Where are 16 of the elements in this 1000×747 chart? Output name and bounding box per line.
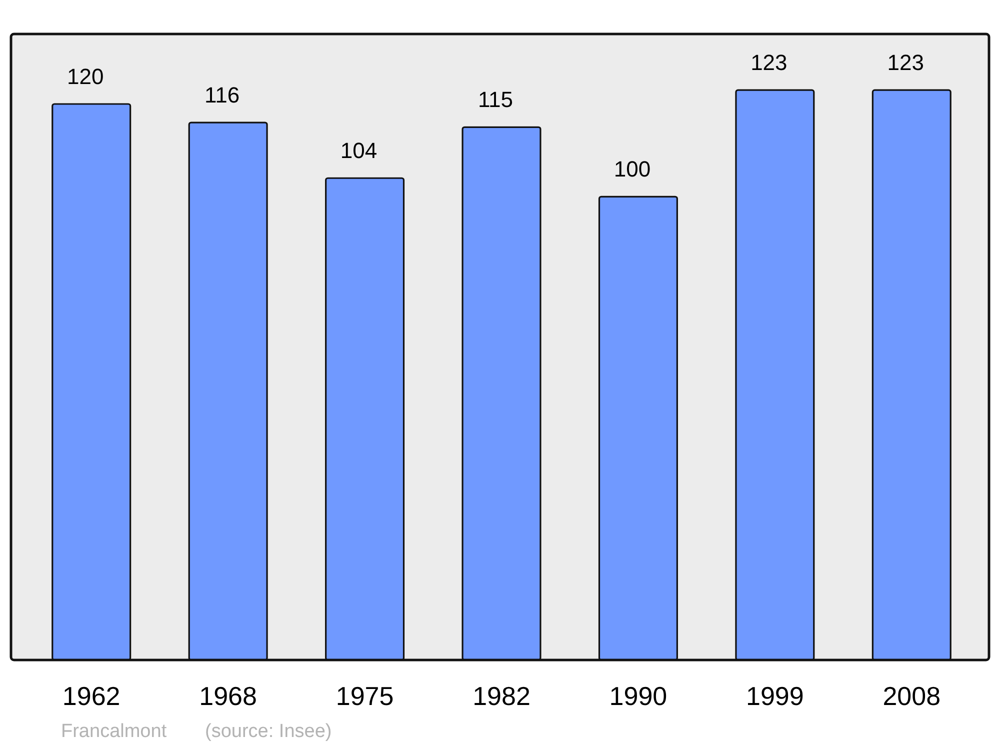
data-label: 123 (750, 50, 788, 76)
x-tick-label: 1962 (62, 681, 120, 711)
x-tick-label: 1990 (609, 681, 668, 711)
data-label: 116 (204, 82, 240, 108)
x-tick-label: 1975 (336, 681, 394, 711)
x-tick-label: 1982 (472, 681, 530, 711)
data-label: 123 (887, 50, 924, 76)
data-label: 100 (614, 156, 651, 182)
data-label: 120 (67, 64, 104, 89)
x-tick-label: 2008 (882, 681, 941, 711)
text: (source: Insee) (205, 721, 332, 742)
x-tick-label: 1999 (746, 681, 804, 711)
data-label: 104 (340, 138, 378, 164)
text: Francalmont (61, 721, 168, 742)
data-label: 115 (478, 87, 514, 112)
x-tick-label: 1968 (199, 681, 257, 711)
